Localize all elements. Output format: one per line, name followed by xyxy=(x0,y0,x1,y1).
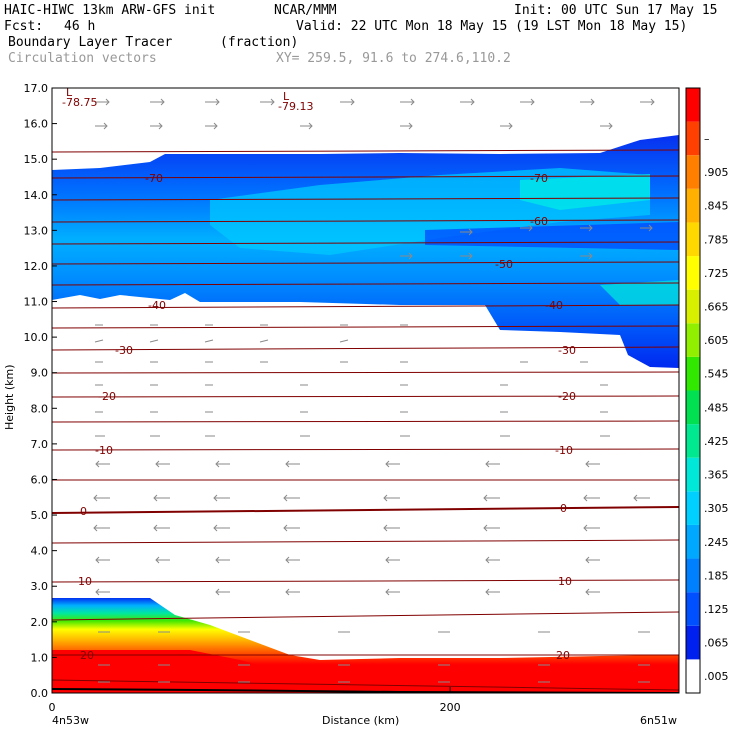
temp-label: -40 xyxy=(545,299,563,312)
field-name: Boundary Layer Tracer xyxy=(8,35,173,50)
temp-label: -70 xyxy=(530,172,548,185)
colorbar-label: .545 xyxy=(704,368,729,381)
colorbar-swatch xyxy=(686,457,700,492)
model-title: HAIC-HIWC 13km ARW-GFS init xyxy=(4,3,216,18)
y-tick-label: 12.0 xyxy=(24,260,49,273)
temp-label: -20 xyxy=(98,390,116,403)
x-tick-label: 0 xyxy=(49,701,56,714)
low-marker: L xyxy=(66,86,73,99)
temp-label: 20 xyxy=(80,649,94,662)
colorbar-swatch xyxy=(686,356,700,391)
colorbar-swatch xyxy=(686,121,700,156)
temp-label: -79.13 xyxy=(278,100,313,113)
colorbar-label: .665 xyxy=(704,300,729,313)
x-tick-label: 200 xyxy=(440,701,461,714)
temp-label: -30 xyxy=(115,344,133,357)
temp-label: -60 xyxy=(530,215,548,228)
y-tick-label: 6.0 xyxy=(31,473,49,486)
x-axis-label: Distance (km) xyxy=(322,714,399,727)
temp-label: -20 xyxy=(558,390,576,403)
forecast-label: Fcst: xyxy=(4,19,44,34)
colorbar-swatch xyxy=(686,188,700,223)
y-tick-label: 11.0 xyxy=(24,296,49,309)
y-tick-label: 16.0 xyxy=(24,118,49,131)
colorbar-label: .605 xyxy=(704,334,729,347)
x-left-location: 4n53w xyxy=(52,714,89,727)
colorbar-swatch xyxy=(686,323,700,357)
colorbar-label: .305 xyxy=(704,502,729,515)
colorbar-swatch xyxy=(686,558,700,593)
temp-label: 0 xyxy=(560,502,567,515)
y-tick-label: 10.0 xyxy=(24,331,49,344)
temp-label: -70 xyxy=(145,172,163,185)
temp-label: -10 xyxy=(95,444,113,457)
plot-frame xyxy=(51,87,680,694)
colorbar-swatch xyxy=(686,88,700,122)
colorbar-swatch xyxy=(686,390,700,425)
colorbar-label: .245 xyxy=(704,536,729,549)
y-tick-label: 2.0 xyxy=(31,616,49,629)
isotherm-lines xyxy=(52,149,679,691)
temp-label: -10 xyxy=(555,444,573,457)
colorbar-label: .185 xyxy=(704,569,729,582)
vector-label: Circulation vectors xyxy=(8,51,157,66)
colorbar-label: .425 xyxy=(704,435,729,448)
colorbar-label: .485 xyxy=(704,401,729,414)
colorbar-frame xyxy=(685,87,701,694)
y-tick-label: 0.0 xyxy=(31,687,49,700)
temp-label: 10 xyxy=(78,575,92,588)
y-axis-label: Height (km) xyxy=(3,364,16,430)
colorbar-label: .905 xyxy=(704,166,729,179)
field-units: (fraction) xyxy=(220,35,299,50)
colorbar-swatch xyxy=(686,222,700,257)
y-tick-label: 4.0 xyxy=(31,545,49,558)
colorbar-swatch xyxy=(686,424,700,458)
x-right-location: 6n51w xyxy=(640,714,677,727)
colorbar-label: .845 xyxy=(704,200,729,213)
y-tick-label: 5.0 xyxy=(31,509,49,522)
init-time: Init: 00 UTC Sun 17 May 15 xyxy=(514,3,718,18)
temp-label: -78.75 xyxy=(62,96,97,109)
y-tick-label: 8.0 xyxy=(31,402,49,415)
low-marker: L xyxy=(283,90,290,103)
colorbar-label: .125 xyxy=(704,603,729,616)
temp-label: -30 xyxy=(558,344,576,357)
temp-label: 10 xyxy=(558,575,572,588)
colorbar-swatch xyxy=(686,524,700,559)
colorbar-swatch xyxy=(686,256,700,290)
forecast-hours: 46 h xyxy=(64,19,96,34)
colorbar-swatch xyxy=(686,155,700,189)
y-tick-label: 13.0 xyxy=(24,224,49,237)
y-tick-label: 15.0 xyxy=(24,153,49,166)
colorbar-label: .005 xyxy=(704,670,729,683)
colorbar-label: .725 xyxy=(704,267,729,280)
colorbar-label: .785 xyxy=(704,233,729,246)
colorbar: .005 .065 .125 .185 .245 .305 .365 .425 .485 .545… xyxy=(685,87,729,694)
y-tick-label: 14.0 xyxy=(24,189,49,202)
circulation-vectors xyxy=(93,98,655,683)
temp-label: 0 xyxy=(80,505,87,518)
colorbar-swatch xyxy=(686,625,700,660)
temp-label: 20 xyxy=(556,649,570,662)
colorbar-swatch xyxy=(686,289,700,324)
colorbar-swatch xyxy=(686,491,700,525)
upper-tracer-core-bright xyxy=(520,174,650,210)
colorbar-label: .065 xyxy=(704,637,729,650)
colorbar-label: – xyxy=(704,132,710,145)
colorbar-swatch xyxy=(686,659,700,693)
upper-tracer-right-patch xyxy=(600,280,679,305)
temp-label: -50 xyxy=(495,258,513,271)
y-tick-label: 1.0 xyxy=(31,651,49,664)
temp-label: -40 xyxy=(148,299,166,312)
center-label: NCAR/MMM xyxy=(274,3,337,18)
y-tick-label: 7.0 xyxy=(31,438,49,451)
y-tick-label: 17.0 xyxy=(24,82,49,95)
y-tick-label: 9.0 xyxy=(31,367,49,380)
colorbar-label: .365 xyxy=(704,469,729,482)
valid-time: Valid: 22 UTC Mon 18 May 15 (19 LST Mon … xyxy=(296,19,688,34)
xy-range: XY= 259.5, 91.6 to 274.6,110.2 xyxy=(276,51,511,66)
colorbar-swatch xyxy=(686,592,700,626)
y-tick-label: 3.0 xyxy=(31,580,49,593)
